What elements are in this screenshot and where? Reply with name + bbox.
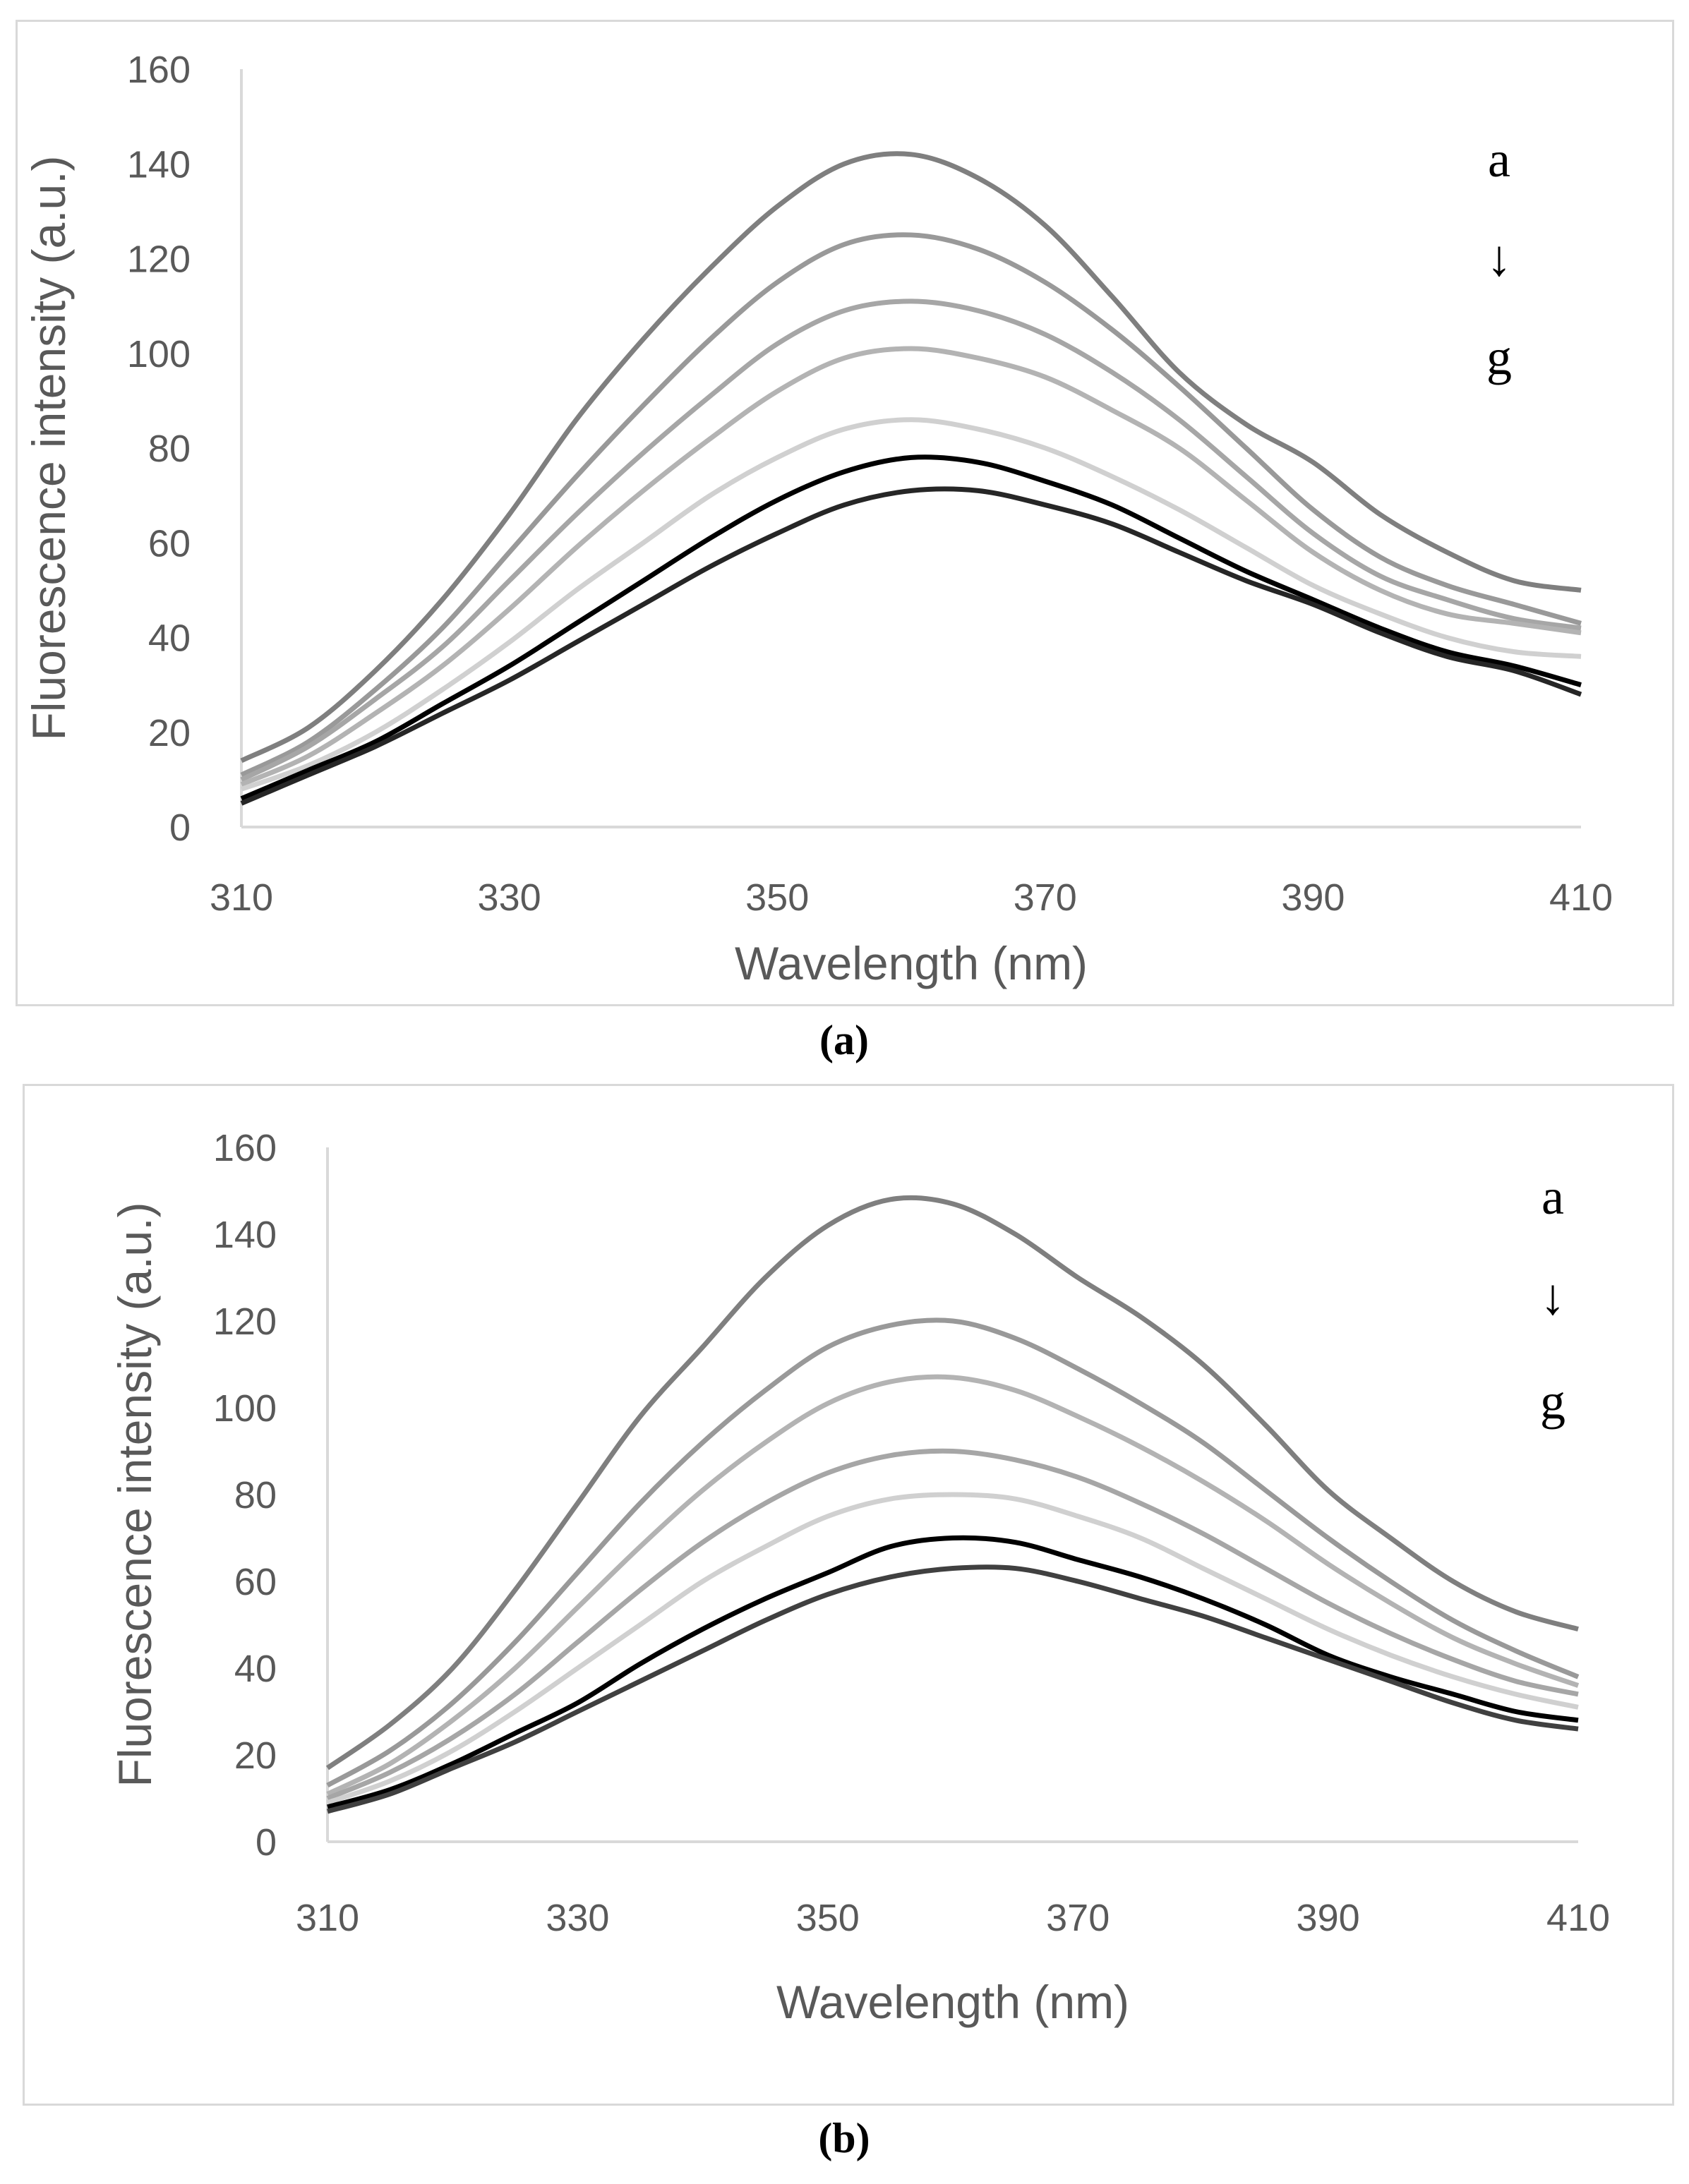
panel-a-x-tick-label: 310: [210, 876, 273, 919]
panel-a-x-tick-label: 330: [478, 876, 541, 919]
panel-b-series-line-2: [326, 1317, 1580, 1788]
panel-a-y-axis-title: Fluorescence intensity (a.u.): [23, 155, 75, 740]
panel-b-y-tick-label: 120: [213, 1301, 277, 1343]
chart-panel-a: [16, 20, 1674, 1006]
panel-b-series-line-7: [327, 1564, 1579, 1814]
panel-a-annotation-bottom: g: [1486, 329, 1512, 385]
panel-b-annotation-bottom: g: [1540, 1373, 1565, 1430]
panel-b-y-tick-label: 160: [213, 1127, 277, 1169]
panel-b-x-tick-label: 330: [546, 1897, 609, 1939]
panel-b-y-tick-label: 140: [213, 1214, 277, 1256]
panel-b-series-line-6: [327, 1535, 1579, 1810]
panel-b-series-line-3: [326, 1374, 1580, 1797]
panel-a-y-tick-label: 60: [148, 522, 191, 565]
panel-a-series-line-7: [240, 486, 1582, 806]
panel-b-y-tick-label: 40: [234, 1648, 277, 1690]
panel-a-series-line-1: [240, 151, 1582, 764]
panel-b-series-line-4: [326, 1448, 1579, 1801]
panel-a-x-tick-label: 410: [1549, 876, 1613, 919]
panel-a-annotation-arrow: ↓: [1486, 230, 1512, 286]
panel-a-series-line-6: [240, 454, 1582, 801]
panel-a-y-tick-label: 80: [148, 428, 191, 470]
panel-a-y-tick-label: 160: [127, 49, 191, 91]
panel-b-x-tick-label: 310: [296, 1897, 359, 1939]
panel-b-y-tick-label: 20: [234, 1734, 277, 1777]
panel-a-y-tick-label: 0: [169, 807, 191, 849]
panel-b-series-line-1: [326, 1195, 1579, 1770]
panel-a-series-line-3: [240, 298, 1582, 783]
panel-a-y-tick-label: 40: [148, 617, 191, 660]
panel-b-y-axis-title: Fluorescence intensity (a.u.): [109, 1202, 161, 1787]
panel-a-y-tick-label: 20: [148, 712, 191, 754]
panel-a-series-line-4: [240, 346, 1582, 787]
chart-panel-b: [23, 1084, 1674, 2106]
panel-a-x-tick-label: 390: [1281, 876, 1345, 919]
panel-b-x-tick-label: 370: [1046, 1897, 1110, 1939]
panel-a-y-tick-label: 100: [127, 333, 191, 375]
panel-a-series-line-5: [240, 417, 1582, 792]
panel-b-y-tick-label: 100: [213, 1387, 277, 1430]
panel-b-x-axis-title: Wavelength (nm): [776, 1976, 1129, 2028]
panel-a-y-tick-label: 120: [127, 239, 191, 281]
panel-a-x-tick-label: 350: [745, 876, 809, 919]
panel-b-x-tick-label: 410: [1546, 1897, 1610, 1939]
panel-a-y-tick-label: 140: [127, 143, 191, 186]
panel-label-a: (a): [819, 1017, 869, 1063]
panel-b-y-tick-label: 80: [234, 1474, 277, 1516]
panel-b-y-tick-label: 0: [256, 1821, 277, 1864]
panel-a-x-axis-title: Wavelength (nm): [735, 937, 1088, 989]
panel-a-x-tick-label: 370: [1014, 876, 1077, 919]
panel-b-annotation-arrow: ↓: [1540, 1269, 1565, 1325]
panel-b-y-tick-label: 60: [234, 1561, 277, 1603]
panel-a-annotation-top: a: [1488, 131, 1510, 188]
panel-a-series-line-2: [240, 232, 1582, 778]
panel-label-b: (b): [818, 2115, 870, 2161]
panel-b-series-line-5: [326, 1492, 1579, 1805]
panel-b-annotation-top: a: [1541, 1169, 1564, 1225]
panel-b-x-tick-label: 390: [1297, 1897, 1360, 1939]
panel-b-x-tick-label: 350: [796, 1897, 860, 1939]
